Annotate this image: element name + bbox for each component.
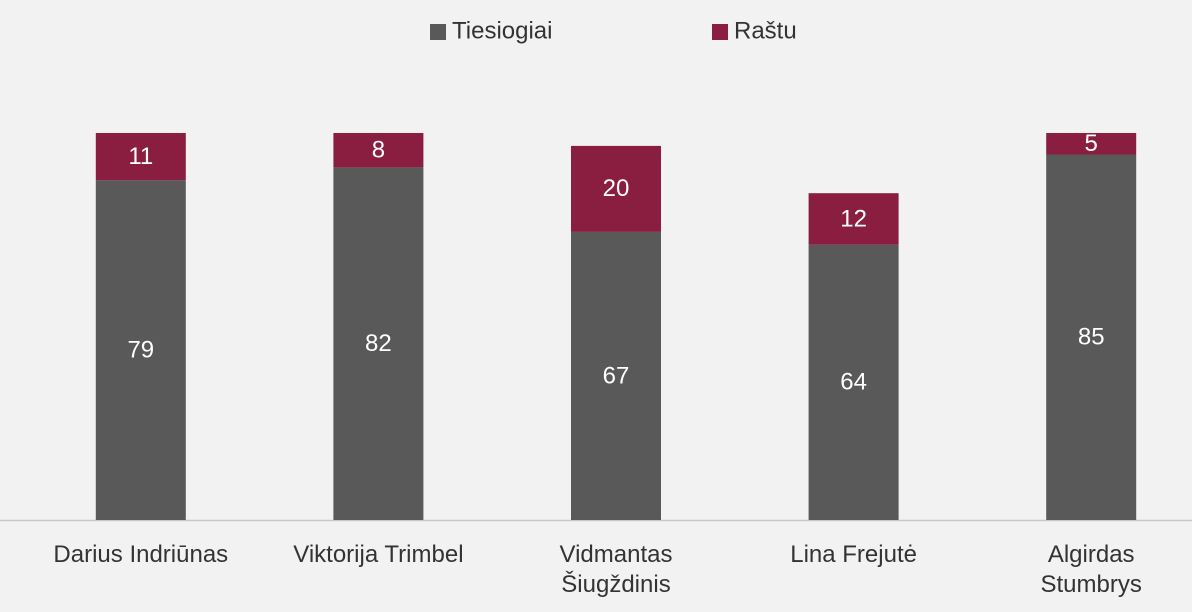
x-tick-label: Vidmantas Šiugždinis <box>559 541 673 598</box>
x-tick-label: Lina Frejutė <box>790 541 917 568</box>
legend-swatch <box>712 24 728 40</box>
bar-segment <box>1046 133 1137 155</box>
data-label: 8 <box>372 137 385 164</box>
bar-segment <box>808 193 899 245</box>
data-label: 82 <box>365 330 392 357</box>
bar-segment <box>1046 154 1137 520</box>
bar-segment <box>95 133 186 181</box>
bar-segment <box>333 133 424 168</box>
legend-swatch <box>430 24 446 40</box>
bar-segment <box>808 244 899 521</box>
bar-segment <box>571 231 661 520</box>
bar-segment <box>571 145 661 232</box>
data-label: 12 <box>840 205 867 232</box>
x-tick-label: Darius Indriūnas <box>53 541 229 568</box>
data-label: 85 <box>1078 324 1105 351</box>
data-label: 20 <box>603 175 630 202</box>
data-label: 5 <box>1085 130 1098 157</box>
x-tick-label: Viktorija Trimbel <box>293 541 464 568</box>
bar-segment <box>333 167 424 520</box>
data-label: 64 <box>840 369 867 396</box>
legend-label: Tiesiogiai <box>452 17 553 44</box>
data-label: 67 <box>603 362 630 389</box>
data-label: 11 <box>128 143 153 170</box>
data-label: 79 <box>127 336 154 363</box>
legend-label: Raštu <box>734 17 797 44</box>
bar-segment <box>95 180 186 521</box>
x-tick-label: Algirdas Stumbrys <box>1040 541 1142 598</box>
